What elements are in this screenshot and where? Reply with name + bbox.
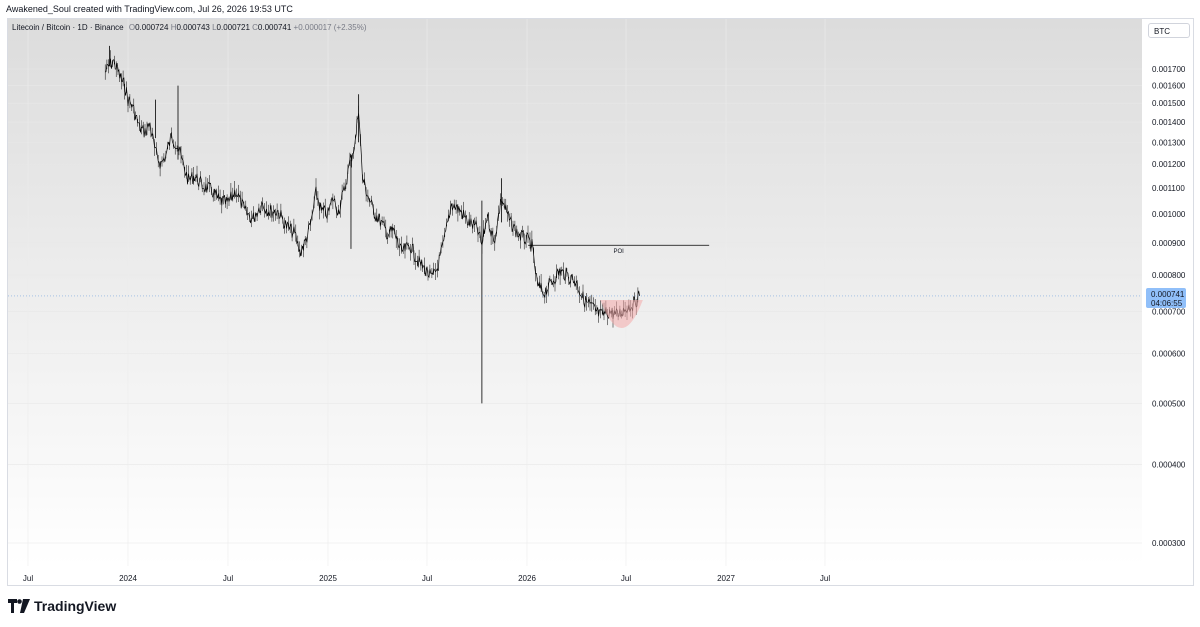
y-tick-label: 0.001500 [1152, 99, 1186, 108]
close-label: C [252, 23, 258, 32]
currency-button[interactable]: BTC [1148, 23, 1190, 38]
open-label: O [128, 23, 136, 32]
x-tick-label: Jul [223, 574, 233, 583]
x-tick-label: 2027 [717, 574, 735, 583]
change-value: +0.000017 (+2.35%) [293, 23, 367, 32]
ohlc-values: O0.000724 H0.000743 L0.000721 C0.000741 … [129, 23, 367, 32]
y-tick-label: 0.001400 [1152, 118, 1186, 127]
low-value: 0.000721 [216, 23, 250, 32]
last-price-tag: 0.000741 04:06:55 [1146, 287, 1186, 308]
y-tick-label: 0.001100 [1152, 184, 1185, 193]
annotations: POI [8, 244, 1142, 329]
y-tick-label: 0.001600 [1152, 82, 1186, 91]
symbol-label[interactable]: Litecoin / Bitcoin · 1D · Binance [12, 23, 124, 32]
y-tick-label: 0.001000 [1152, 210, 1186, 219]
y-tick-label: 0.000600 [1152, 350, 1186, 359]
x-tick-label: Jul [23, 574, 33, 583]
x-axis: Jul 2024 Jul 2025 Jul 2026 Jul 2027 Jul [23, 574, 830, 583]
grid-lines [8, 19, 1142, 566]
y-axis: 0.001700 0.001600 0.001500 0.001400 0.001300… [1152, 65, 1186, 548]
low-label: L [212, 23, 217, 32]
y-tick-label: 0.000900 [1152, 239, 1186, 248]
x-tick-label: Jul [621, 574, 631, 583]
price-series [104, 45, 640, 404]
y-tick-label: 0.001300 [1152, 138, 1186, 147]
y-tick-label: 0.000700 [1152, 307, 1186, 316]
last-price-value: 0.000741 [1151, 289, 1185, 299]
chart-legend: Litecoin / Bitcoin · 1D · Binance O0.000… [12, 23, 366, 32]
y-tick-label: 0.000300 [1152, 539, 1186, 548]
tradingview-logo[interactable]: TradingView [8, 598, 116, 614]
candle-wicks [104, 50, 639, 328]
bar-countdown: 04:06:55 [1151, 298, 1183, 308]
poi-label: POI [613, 249, 624, 255]
y-tick-label: 0.001200 [1152, 160, 1186, 169]
x-tick-label: Jul [422, 574, 432, 583]
tradingview-logo-text: TradingView [34, 598, 117, 614]
y-tick-label: 0.000800 [1152, 271, 1186, 280]
y-tick-label: 0.000400 [1152, 460, 1186, 469]
plot-background [8, 19, 1142, 566]
tradingview-logo-icon [8, 599, 30, 613]
chart-author-header: Awakened_Soul created with TradingView.c… [6, 4, 293, 14]
high-value: 0.000743 [176, 23, 210, 32]
x-tick-label: 2025 [319, 574, 337, 583]
x-tick-label: Jul [820, 574, 830, 583]
high-label: H [170, 23, 177, 32]
x-tick-label: 2026 [518, 574, 536, 583]
y-tick-label: 0.000500 [1152, 399, 1186, 408]
x-tick-label: 2024 [119, 574, 137, 583]
chart-frame [7, 18, 1194, 586]
highlight-arc [600, 299, 643, 329]
open-value: 0.000724 [135, 23, 169, 32]
close-value: 0.000741 [257, 23, 292, 32]
y-tick-label: 0.001700 [1152, 65, 1186, 74]
